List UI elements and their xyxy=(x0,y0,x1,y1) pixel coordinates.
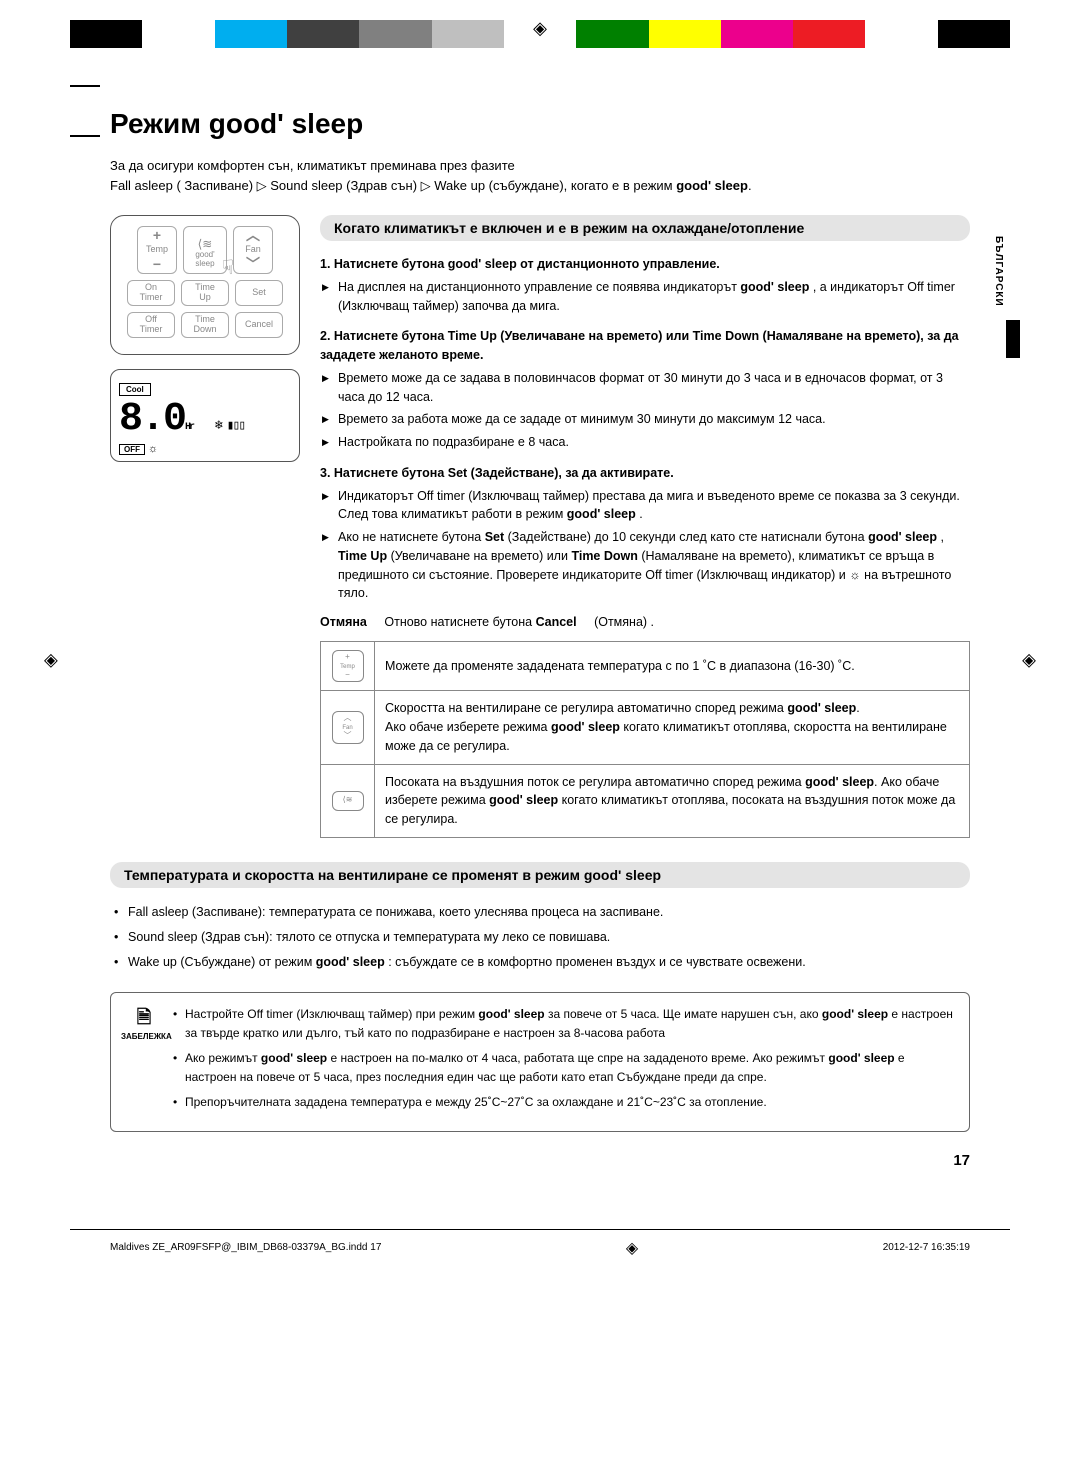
temp-icon: +Temp− xyxy=(332,650,364,682)
lcd-display: Cool 8.0Hr ❄ ▮▯▯ OFF ☼ xyxy=(110,369,300,462)
footer: Maldives ZE_AR09FSFP@_IBIM_DB68-03379A_B… xyxy=(70,1229,1010,1266)
footer-timestamp: 2012-12-7 16:35:19 xyxy=(883,1242,970,1253)
step-3: 3. Натиснете бутона Set (Задействане), з… xyxy=(320,464,970,603)
registration-mark-bottom: ◈ xyxy=(626,1238,638,1258)
section-heading-2: Температурата и скоростта на вентилиране… xyxy=(110,862,970,888)
step-2: 2. Натиснете бутона Time Up (Увеличаване… xyxy=(320,327,970,452)
info-table: +Temp− Можете да променяте зададената те… xyxy=(320,641,970,838)
cancel-instruction: Отмяна Отново натиснете бутона Cancel (О… xyxy=(320,615,970,629)
intro-text: За да осигури комфортен сън, климатикът … xyxy=(110,156,970,195)
temp-button: + Temp − xyxy=(137,226,177,274)
off-timer-button: Off Timer xyxy=(127,312,175,338)
set-button: Set xyxy=(235,280,283,306)
page-number: 17 xyxy=(110,1152,970,1169)
time-up-button: Time Up xyxy=(181,280,229,306)
on-timer-button: On Timer xyxy=(127,280,175,306)
time-down-button: Time Down xyxy=(181,312,229,338)
airflow-icon: ⟨≋ xyxy=(332,791,364,811)
note-icon: 🗎 xyxy=(121,1003,167,1032)
good-sleep-button: ⟨≋ good' sleep ☟ xyxy=(183,226,227,274)
step-1: 1. Натиснете бутона good' sleep от диста… xyxy=(320,255,970,315)
registration-mark-top: ◈ xyxy=(533,18,547,39)
remote-diagram: + Temp − ⟨≋ good' sleep ☟ ︿ Fan ﹀ xyxy=(110,215,300,355)
fan-icon: ︿Fan﹀ xyxy=(332,711,364,743)
page-title: Режим good' sleep xyxy=(110,108,970,140)
fan-button: ︿ Fan ﹀ xyxy=(233,226,273,274)
footer-filename: Maldives ZE_AR09FSFP@_IBIM_DB68-03379A_B… xyxy=(110,1242,381,1253)
section-heading: Когато климатикът е включен и е в режим … xyxy=(320,215,970,241)
phase-list: Fall asleep (Заспиване): температурата с… xyxy=(110,902,970,974)
hand-pointer-icon: ☟ xyxy=(222,257,234,279)
cancel-button: Cancel xyxy=(235,312,283,338)
note-box: 🗎 ЗАБЕЛЕЖКА Настройте Off timer (Изключв… xyxy=(110,992,970,1132)
